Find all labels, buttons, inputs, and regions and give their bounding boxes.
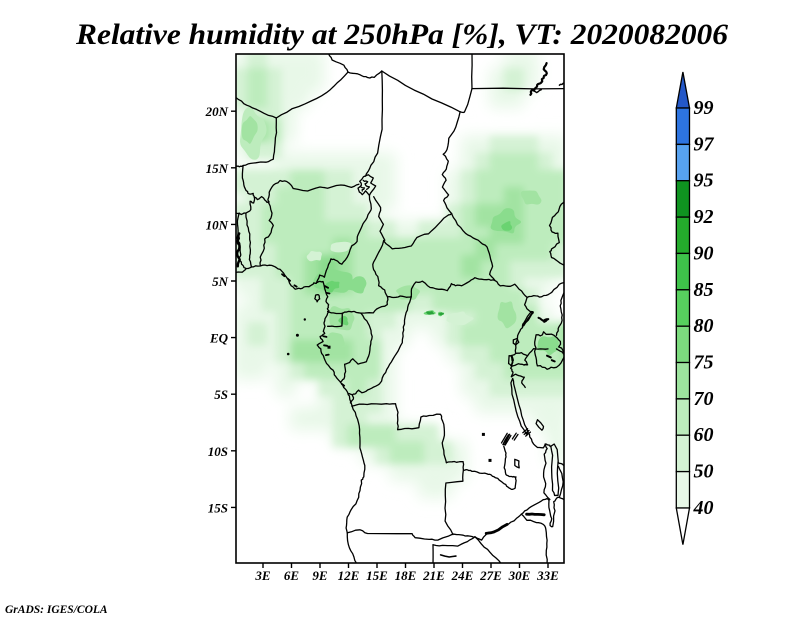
svg-text:21E: 21E [422, 568, 445, 583]
svg-text:85: 85 [694, 279, 714, 301]
svg-text:27E: 27E [479, 568, 502, 583]
svg-text:12E: 12E [338, 568, 360, 583]
svg-text:15S: 15S [208, 500, 228, 515]
svg-text:10S: 10S [208, 444, 228, 459]
svg-text:33E: 33E [536, 568, 559, 583]
svg-text:40: 40 [693, 497, 714, 519]
svg-text:70: 70 [694, 388, 714, 410]
svg-text:24E: 24E [451, 568, 474, 583]
svg-text:EQ: EQ [209, 331, 229, 346]
svg-text:99: 99 [694, 97, 714, 119]
svg-text:9E: 9E [312, 568, 328, 583]
svg-text:30E: 30E [508, 568, 531, 583]
svg-text:60: 60 [694, 424, 714, 446]
svg-text:50: 50 [694, 461, 714, 483]
svg-text:75: 75 [694, 352, 714, 374]
svg-text:15E: 15E [366, 568, 388, 583]
svg-text:95: 95 [694, 170, 714, 192]
svg-text:GrADS: IGES/COLA: GrADS: IGES/COLA [5, 604, 108, 616]
svg-text:5S: 5S [214, 387, 228, 402]
svg-text:Relative humidity at 250hPa [%: Relative humidity at 250hPa [%], VT: 202… [75, 18, 728, 51]
svg-text:97: 97 [694, 133, 715, 155]
svg-text:15N: 15N [206, 161, 229, 176]
svg-text:6E: 6E [284, 568, 300, 583]
svg-text:80: 80 [694, 315, 714, 337]
svg-text:3E: 3E [254, 568, 271, 583]
svg-text:92: 92 [694, 206, 714, 228]
svg-text:18E: 18E [395, 568, 417, 583]
svg-text:20N: 20N [205, 104, 229, 119]
svg-text:90: 90 [694, 242, 714, 264]
svg-text:5N: 5N [212, 274, 229, 289]
svg-text:10N: 10N [206, 217, 229, 232]
